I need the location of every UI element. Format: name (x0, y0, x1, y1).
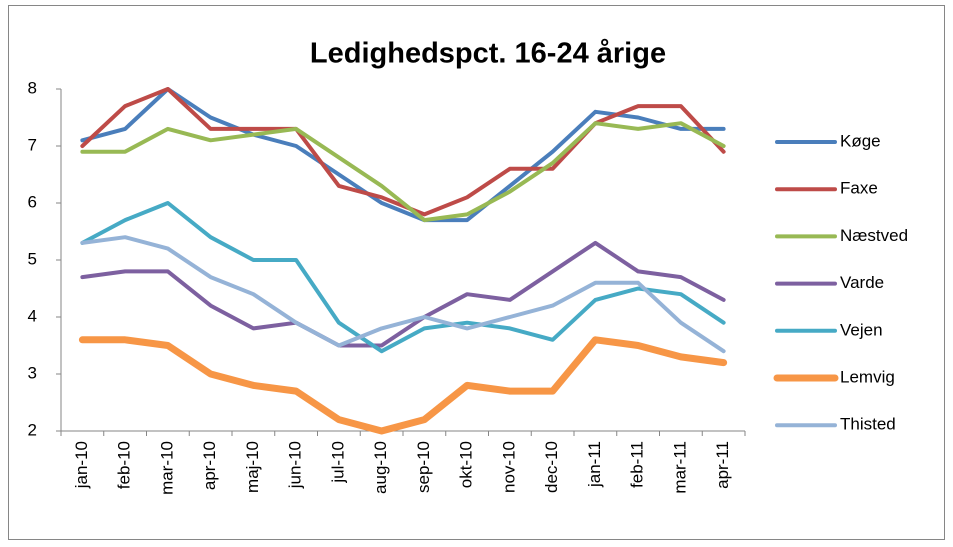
y-tick-label: 5 (28, 249, 37, 268)
y-tick-label: 3 (28, 363, 37, 382)
series-line (78, 336, 728, 435)
x-tick-label: jan-10 (72, 441, 91, 489)
x-tick-label: aug-10 (371, 441, 390, 494)
legend-label: Varde (840, 273, 884, 292)
x-tick-label: mar-10 (157, 441, 176, 495)
x-tick-label: jan-11 (585, 441, 604, 488)
y-tick-label: 8 (28, 78, 37, 97)
series-line (80, 201, 726, 354)
y-tick-label: 4 (28, 306, 37, 325)
chart-title: Ledighedspct. 16-24 årige (310, 38, 666, 70)
legend-label: Køge (840, 131, 881, 150)
series-line (80, 121, 726, 223)
legend-label: Thisted (840, 415, 896, 434)
legend-label: Vejen (840, 320, 883, 339)
x-tick-label: maj-10 (243, 441, 262, 493)
x-tick-label: okt-10 (457, 441, 476, 488)
x-tick-label: nov-10 (499, 441, 518, 493)
legend-label: Faxe (840, 179, 878, 198)
x-tick-label: mar-11 (670, 441, 689, 494)
x-tick-label: feb-10 (115, 441, 134, 489)
y-tick-label: 6 (28, 192, 37, 211)
x-tick-label: sep-10 (414, 441, 433, 493)
x-tick-label: jun-10 (286, 441, 305, 489)
series-line (80, 235, 726, 354)
y-tick-label: 7 (28, 135, 37, 154)
x-tick-label: apr-11 (713, 441, 732, 489)
y-tick-label: 2 (28, 420, 37, 439)
x-tick-label: apr-10 (200, 441, 219, 490)
x-tick-label: dec-10 (542, 441, 561, 493)
x-tick-label: jul-10 (328, 441, 347, 484)
series-line (80, 87, 726, 217)
x-tick-label: feb-11 (628, 441, 647, 488)
legend-label: Næstved (840, 226, 908, 245)
legend-label: Lemvig (840, 367, 895, 386)
series-line (80, 240, 726, 348)
